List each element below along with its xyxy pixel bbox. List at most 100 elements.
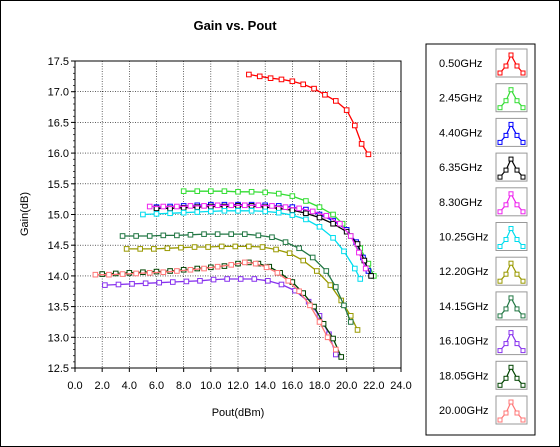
data-point [289,212,296,218]
legend-swatch-marker [514,375,520,381]
legend-swatch-marker [514,167,520,173]
legend-swatch-marker [508,295,514,301]
data-point [316,204,323,210]
data-point [228,262,235,268]
data-point [282,239,289,245]
data-point [174,203,180,210]
y-tick-label: 17.5 [48,56,69,68]
legend-swatch-marker [503,132,509,138]
data-point [327,282,334,288]
y-axis-label: Gain(dB) [19,192,31,236]
legend-swatch-marker [503,375,509,381]
data-point [201,265,207,272]
data-point [352,122,358,129]
data-point [278,76,285,83]
data-point [160,203,167,210]
legend-swatch-marker [503,306,509,312]
data-point [352,265,358,272]
legend-label: 12.20GHz [439,266,489,278]
data-point [228,231,235,237]
data-point [309,254,316,261]
legend-item: 4.40GHz [439,117,528,147]
x-tick-label: 0.0 [67,380,82,392]
data-point [246,243,252,250]
data-point [269,203,275,209]
legend-item: 18.05GHz [439,360,528,390]
legend-swatch-marker [508,399,514,405]
legend-swatch-marker [508,87,514,93]
legend-swatch-marker [497,382,503,388]
data-point [343,107,350,113]
legend-swatch-marker [520,278,526,284]
data-point [205,244,211,250]
data-point [123,246,130,252]
data-point [180,188,187,194]
data-point [208,208,214,215]
data-point [323,268,330,274]
series-16.10GHz [102,276,339,358]
series-line [102,261,342,358]
data-point [365,151,372,158]
data-point [129,281,135,287]
data-point [126,270,133,276]
x-tick-label: 6.0 [149,380,164,392]
data-point [330,335,336,342]
data-point [263,264,270,271]
data-point [197,278,203,284]
legend-swatch-marker [497,417,503,423]
data-point [274,270,281,276]
data-point [180,209,187,216]
data-point [316,319,323,325]
x-tick-label: 20.0 [336,380,357,392]
legend-item: 8.30GHz [439,187,528,217]
data-point [357,276,364,282]
data-point [285,278,292,284]
data-point [303,198,309,204]
series-group [92,71,377,360]
y-tick-label: 16.5 [48,117,69,129]
data-point [140,269,146,276]
data-point [252,260,259,267]
legend-swatch-marker [503,237,509,242]
x-tick-label: 16.0 [282,380,303,392]
data-point [146,270,153,276]
data-point [259,244,266,250]
legend-swatch-marker [497,174,503,180]
data-point [330,211,336,218]
data-point [255,232,262,239]
data-point [303,216,309,223]
data-point [187,203,194,209]
data-point [273,246,279,253]
series-line [248,73,369,155]
data-point [275,190,282,197]
data-point [224,276,230,282]
legend-swatch-marker [514,410,520,416]
data-point [146,233,153,239]
data-point [262,208,268,215]
y-tick-label: 13.5 [48,302,69,314]
legend-label: 8.30GHz [439,197,482,209]
data-point [153,268,160,275]
data-point [341,248,347,255]
legend-swatch-marker [520,348,526,354]
data-point [218,243,225,250]
data-point [146,203,153,210]
data-point [333,351,339,358]
legend-label: 10.25GHz [439,232,489,244]
data-point [187,231,194,238]
data-point [160,232,167,239]
data-point [221,188,228,194]
data-point [341,302,347,309]
data-point [333,98,339,104]
data-point [337,220,343,227]
data-point [194,188,201,194]
legend-swatch-marker [520,209,526,215]
legend-label: 0.50GHz [439,58,482,70]
data-point [347,233,354,239]
legend-swatch-marker [514,132,520,138]
series-10.25GHz [140,208,364,282]
data-point [221,208,228,214]
data-point [356,249,362,256]
legend-swatch-marker [508,156,514,162]
legend-swatch-marker [497,139,503,145]
